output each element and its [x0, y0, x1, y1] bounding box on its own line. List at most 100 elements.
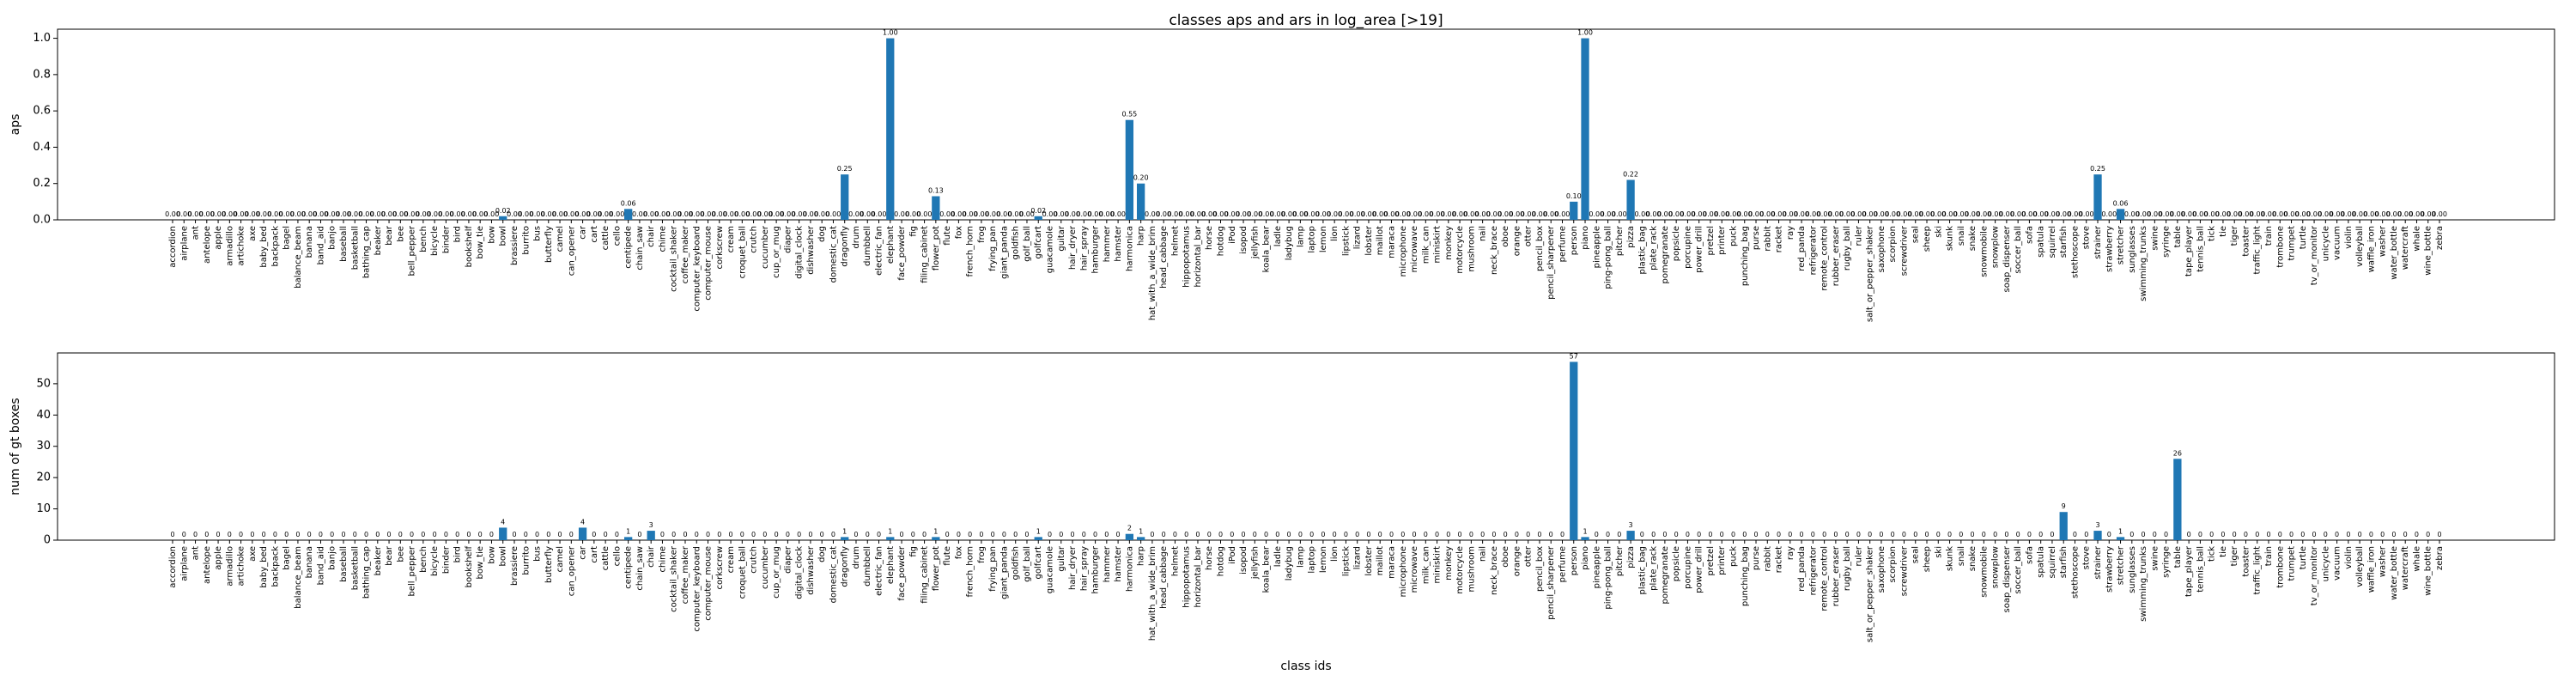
value-label: 0.00: [2193, 210, 2208, 218]
bar: [1125, 119, 1134, 220]
value-label: 0: [512, 531, 516, 538]
x-tick-label: french_horn: [966, 546, 975, 597]
value-label: 57: [1570, 352, 1578, 360]
x-tick-label: turtle: [2299, 226, 2308, 249]
value-label: 0: [592, 531, 596, 538]
x-tick-label: frying_pan: [988, 226, 998, 271]
value-label: 0: [1800, 531, 1804, 538]
x-tick-label: nail: [1479, 546, 1488, 562]
x-tick-label: traffic_light: [2253, 546, 2263, 595]
x-tick-label: dragonfly: [841, 546, 850, 587]
value-label: 0: [2038, 531, 2043, 538]
value-label: 0: [1504, 531, 1508, 538]
value-label: 0: [615, 531, 619, 538]
value-label: 0.00: [666, 210, 682, 218]
value-label: 0.00: [1862, 210, 1878, 218]
value-label: 0.13: [928, 187, 944, 195]
value-label: 0.00: [2306, 210, 2322, 218]
value-label: 0.00: [917, 210, 933, 218]
value-label: 0: [1674, 531, 1679, 538]
value-label: 0.00: [1213, 210, 1229, 218]
value-label: 0: [1606, 531, 1610, 538]
x-tick-label: salt_or_pepper_shaker: [1866, 225, 1875, 322]
x-tick-label: ladybug: [1285, 226, 1294, 260]
x-tick-label: computer_mouse: [704, 226, 714, 301]
x-tick-label: fox: [954, 226, 963, 239]
value-label: 0.00: [1874, 210, 1889, 218]
value-label: 0: [1753, 531, 1758, 538]
x-tick-label: violin: [2344, 546, 2354, 569]
value-label: 0.00: [1601, 210, 1616, 218]
x-tick-label: whale: [2412, 226, 2421, 252]
x-tick-label: ping-pong_ball: [1604, 226, 1613, 289]
value-label: 0: [706, 531, 710, 538]
x-tick-label: popsicle: [1672, 226, 1681, 261]
x-tick-label: ant: [191, 226, 201, 240]
x-tick-label: starfish: [2059, 226, 2069, 258]
value-label: 0: [683, 531, 687, 538]
value-label: 0.00: [1817, 210, 1832, 218]
x-tick-label: crutch: [750, 546, 759, 574]
y-tick-label: 0.0: [33, 214, 51, 227]
value-label: 0.00: [780, 210, 795, 218]
x-tick-label: domestic_cat: [829, 546, 838, 603]
y-tick-label: 10: [36, 502, 51, 515]
value-label: 0.00: [1179, 210, 1194, 218]
value-label: 0.00: [575, 210, 591, 218]
x-tick-label: wine_bottle: [2424, 226, 2433, 276]
x-tick-label: chime: [658, 226, 667, 252]
value-label: 0.00: [1771, 210, 1787, 218]
value-label: 0: [489, 531, 494, 538]
value-label: 0: [1868, 531, 1872, 538]
value-label: 0.00: [1065, 210, 1080, 218]
value-label: 3: [649, 521, 653, 529]
x-tick-label: harp: [1137, 226, 1146, 246]
value-label: 0: [2437, 531, 2441, 538]
value-label: 0: [2129, 531, 2134, 538]
x-tick-label: baby_bed: [259, 546, 269, 588]
x-tick-label: ladle: [1273, 546, 1283, 567]
x-tick-label: spatula: [2037, 226, 2046, 258]
x-tick-label: red_panda: [1797, 226, 1807, 271]
value-label: 0.00: [997, 210, 1012, 218]
value-label: 0: [2358, 531, 2362, 538]
value-label: 0.00: [450, 210, 465, 218]
value-label: 0.00: [1054, 210, 1069, 218]
x-tick-label: porcupine: [1683, 546, 1692, 589]
x-tick-label: bench: [419, 546, 428, 573]
x-tick-label: hair_spray: [1079, 546, 1089, 591]
x-tick-label: punching_bag: [1741, 546, 1750, 606]
value-label: 0: [262, 531, 266, 538]
value-label: 0: [295, 531, 300, 538]
value-label: 0.00: [427, 210, 442, 218]
value-label: 0: [1913, 531, 1917, 538]
bar: [2093, 531, 2102, 540]
x-tick-label: chain_saw: [635, 226, 645, 271]
value-label: 0.00: [974, 210, 989, 218]
value-label: 0.00: [2079, 210, 2094, 218]
x-tick-label: balance_beam: [294, 546, 303, 609]
value-label: 0: [1662, 531, 1667, 538]
value-label: 0: [671, 531, 676, 538]
x-tick-label: lemon: [1319, 226, 1328, 252]
value-label: 0.00: [1190, 210, 1206, 218]
x-tick-label: camel: [556, 546, 565, 572]
value-label: 0.00: [1430, 210, 1445, 218]
x-tick-label: otter: [1524, 545, 1534, 567]
value-label: 0: [2153, 531, 2157, 538]
x-tick-label: antelope: [203, 226, 212, 264]
x-tick-label: tennis_ball: [2196, 226, 2205, 272]
x-tick-label: snowmobile: [1979, 546, 1989, 598]
value-label: 0: [1947, 531, 1952, 538]
x-tick-label: lipstick: [1341, 226, 1351, 256]
x-tick-label: scorpion: [1888, 226, 1898, 263]
value-label: 0: [1435, 531, 1439, 538]
value-label: 0.00: [2272, 210, 2287, 218]
value-label: 0.00: [1794, 210, 1809, 218]
x-tick-label: snowmobile: [1979, 226, 1989, 277]
value-label: 0: [273, 531, 277, 538]
x-tick-label: armadillo: [225, 546, 234, 587]
value-label: 0.00: [1555, 210, 1571, 218]
value-label: 0: [444, 531, 448, 538]
x-tick-label: dishwasher: [806, 225, 816, 275]
